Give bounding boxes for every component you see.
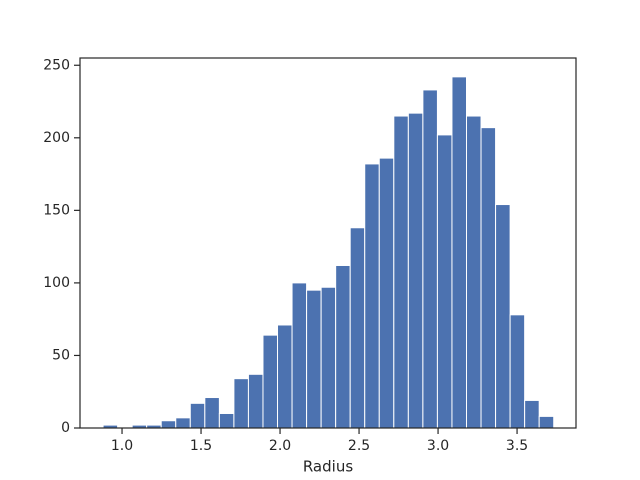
bar xyxy=(291,282,308,429)
bar xyxy=(189,402,206,429)
bar xyxy=(204,397,220,429)
bar xyxy=(277,324,293,429)
x-tick-label: 3.0 xyxy=(427,438,449,454)
bar xyxy=(538,415,555,429)
bar xyxy=(218,412,235,429)
bar xyxy=(422,89,438,429)
bar xyxy=(407,112,424,429)
y-tick-label: 200 xyxy=(43,130,70,146)
bar xyxy=(364,163,380,429)
bar xyxy=(306,289,322,429)
bar xyxy=(320,286,337,429)
y-tick-label: 50 xyxy=(52,347,70,363)
bar xyxy=(451,76,467,429)
x-tick-label: 2.5 xyxy=(348,438,370,454)
bar xyxy=(436,134,453,429)
bar xyxy=(495,204,511,429)
bar xyxy=(160,420,177,429)
bar xyxy=(233,378,249,429)
bar xyxy=(393,115,409,429)
bar xyxy=(465,115,482,429)
y-tick-label: 100 xyxy=(43,275,70,291)
bar xyxy=(175,417,191,429)
bar xyxy=(247,373,264,429)
bar xyxy=(524,399,540,429)
x-tick-label: 1.5 xyxy=(190,438,212,454)
bar xyxy=(262,334,279,429)
y-tick-label: 0 xyxy=(61,420,70,436)
x-tick-label: 2.0 xyxy=(269,438,291,454)
x-tick-label: 1.0 xyxy=(111,438,133,454)
bar xyxy=(480,127,497,429)
x-tick-label: 3.5 xyxy=(506,438,528,454)
bar xyxy=(509,314,526,429)
bar xyxy=(349,227,366,429)
y-tick-label: 150 xyxy=(43,202,70,218)
bar xyxy=(378,157,395,429)
plot-frame xyxy=(79,57,577,429)
x-axis-label: Radius xyxy=(303,458,353,476)
y-tick-label: 250 xyxy=(43,57,70,73)
bar xyxy=(335,264,351,429)
